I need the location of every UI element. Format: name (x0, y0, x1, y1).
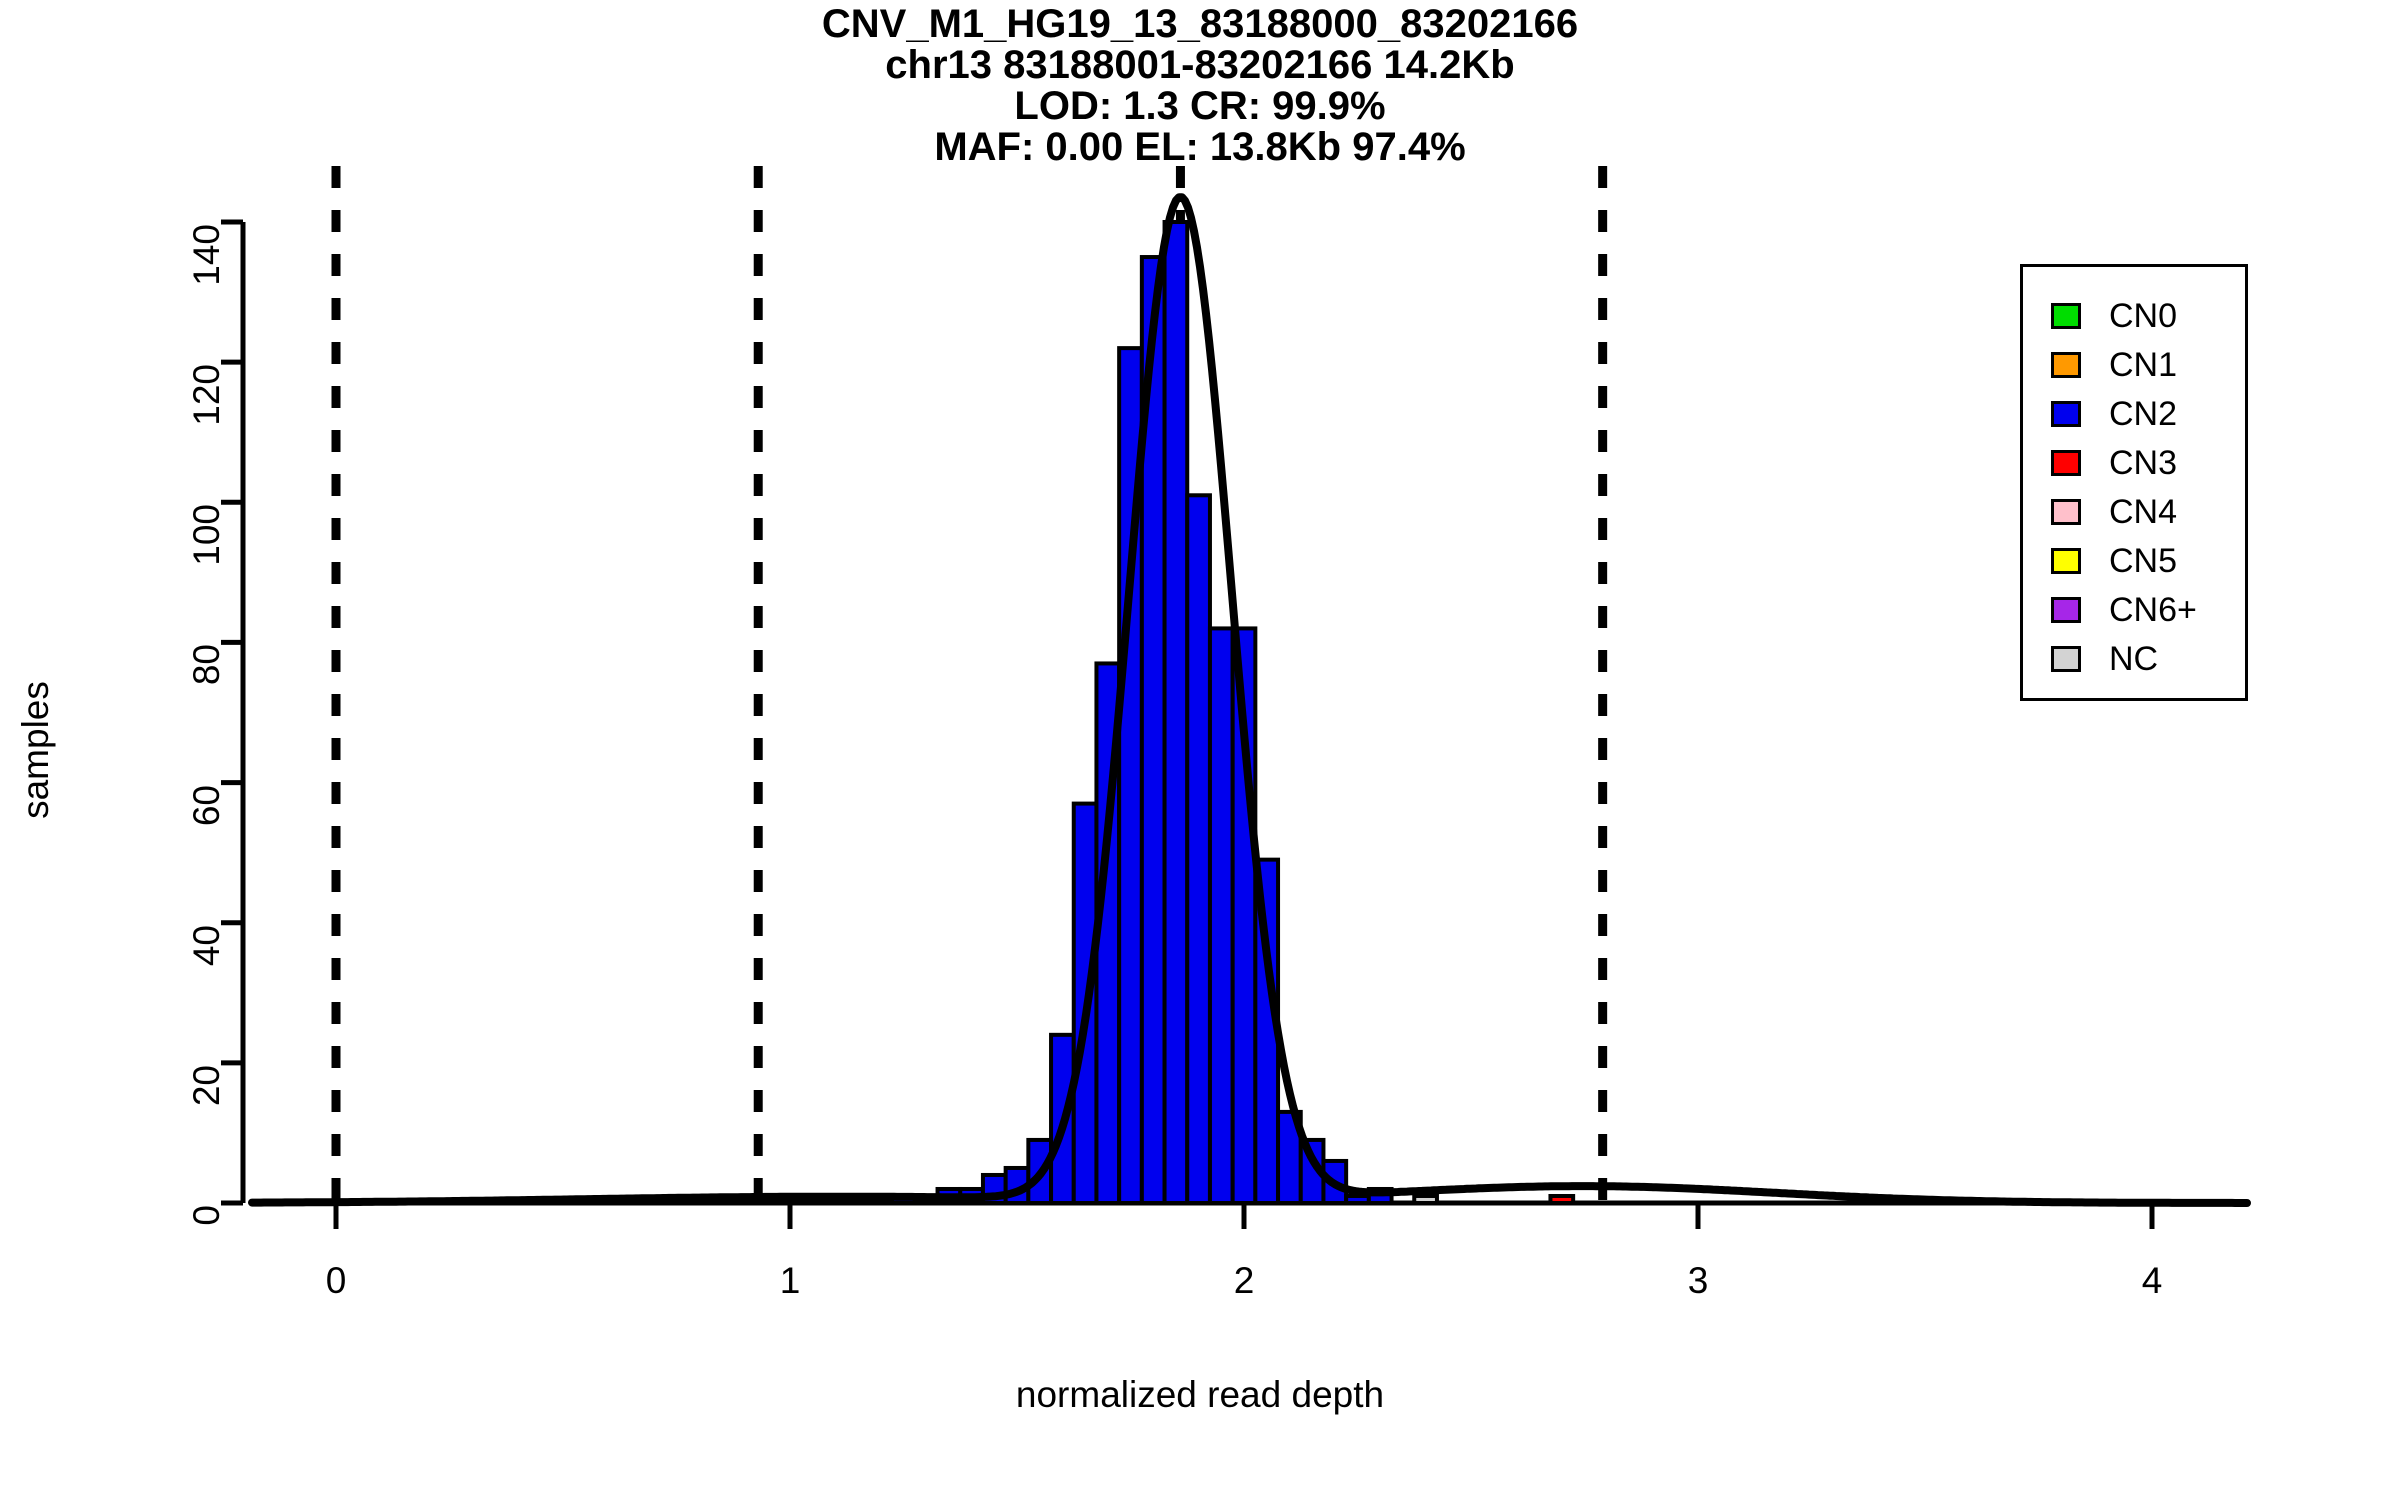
histogram-bar (1412, 1193, 1439, 1205)
histogram-bar (1162, 220, 1190, 1205)
legend-swatch-icon (2051, 449, 2081, 476)
vertical-dashed-lines (331, 166, 1608, 1203)
legend-label: CN4 (2109, 492, 2178, 531)
x-axis-label: normalized read depth (1015, 1374, 1385, 1415)
x-tick-label: 0 (325, 1260, 347, 1301)
legend-label: NC (2109, 639, 2159, 678)
histogram-bar (1344, 1193, 1371, 1205)
legend-item-cn0: CN0 (2051, 291, 2197, 340)
legend-label: CN0 (2109, 296, 2178, 335)
legend-swatch-icon (2051, 400, 2081, 427)
legend-box: CN0 CN1 CN2 CN3 CN4 CN5 CN6+ NC (2020, 264, 2248, 701)
legend-label: CN1 (2109, 345, 2178, 384)
legend-swatch-icon (2051, 302, 2081, 329)
histogram-bar (1207, 626, 1235, 1205)
legend-item-cn4: CN4 (2051, 487, 2197, 536)
density-curve (248, 193, 2251, 1207)
legend-swatch-icon (2051, 498, 2081, 525)
y-tick-label: 140 (186, 224, 227, 286)
legend-swatch-icon (2051, 596, 2081, 623)
x-tick-label: 1 (779, 1260, 801, 1301)
y-tick-label: 80 (186, 644, 227, 686)
x-tick-label: 4 (2141, 1260, 2163, 1301)
legend-item-cn3: CN3 (2051, 438, 2197, 487)
histogram-bar (1548, 1193, 1576, 1205)
y-tick-label: 120 (186, 364, 227, 426)
x-tick-label: 3 (1687, 1260, 1709, 1301)
y-tick-label: 40 (186, 924, 227, 966)
y-tick-label: 20 (186, 1064, 227, 1106)
y-tick-label: 0 (186, 1205, 227, 1226)
legend-item-cn2: CN2 (2051, 389, 2197, 438)
legend-label: CN3 (2109, 443, 2178, 482)
legend-item-cn6plus: CN6+ (2051, 585, 2197, 634)
legend-swatch-icon (2051, 351, 2081, 378)
legend-swatch-icon (2051, 547, 2081, 574)
histogram-bar (1185, 493, 1212, 1205)
legend-label: CN6+ (2109, 590, 2197, 629)
y-tick-label: 100 (186, 504, 227, 567)
y-tick-label: 60 (186, 784, 227, 826)
legend-list: CN0 CN1 CN2 CN3 CN4 CN5 CN6+ NC (2051, 291, 2197, 683)
histogram-bars (890, 220, 1576, 1206)
legend-item-cn1: CN1 (2051, 340, 2197, 389)
x-tick-label: 2 (1233, 1260, 1255, 1301)
legend-item-nc: NC (2051, 634, 2197, 683)
legend-item-cn5: CN5 (2051, 536, 2197, 585)
legend-label: CN5 (2109, 541, 2178, 580)
legend-swatch-icon (2051, 645, 2081, 672)
legend-label: CN2 (2109, 394, 2178, 433)
